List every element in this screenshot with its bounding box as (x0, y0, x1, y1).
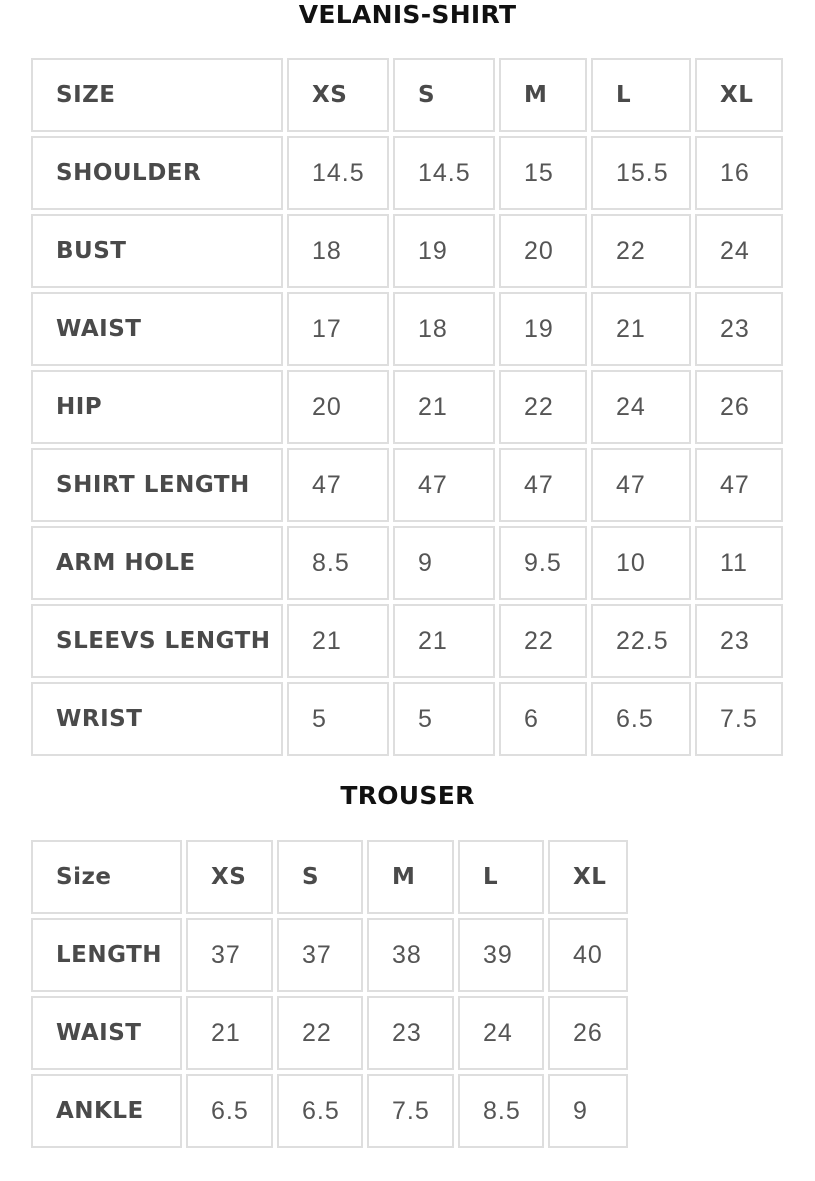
value-cell: 18 (287, 214, 389, 288)
value-cell: 15 (499, 136, 587, 210)
header-cell: M (499, 58, 587, 132)
value-cell: 24 (458, 996, 544, 1070)
value-cell: 5 (287, 682, 389, 756)
value-cell: 47 (591, 448, 691, 522)
value-cell: 23 (367, 996, 454, 1070)
value-cell: 26 (695, 370, 783, 444)
row-label-cell: SHOULDER (31, 136, 283, 210)
value-cell: 21 (287, 604, 389, 678)
value-cell: 14.5 (287, 136, 389, 210)
value-cell: 24 (591, 370, 691, 444)
value-cell: 6.5 (591, 682, 691, 756)
value-cell: 9 (548, 1074, 628, 1148)
value-cell: 22.5 (591, 604, 691, 678)
header-cell: XS (186, 840, 273, 914)
value-cell: 14.5 (393, 136, 495, 210)
value-cell: 26 (548, 996, 628, 1070)
value-cell: 6.5 (186, 1074, 273, 1148)
value-cell: 47 (287, 448, 389, 522)
value-cell: 39 (458, 918, 544, 992)
value-cell: 19 (499, 292, 587, 366)
value-cell: 47 (499, 448, 587, 522)
value-cell: 21 (393, 604, 495, 678)
header-cell: SIZE (31, 58, 283, 132)
value-cell: 21 (591, 292, 691, 366)
row-label-cell: WRIST (31, 682, 283, 756)
row-label-cell: SLEEVS LENGTH (31, 604, 283, 678)
value-cell: 22 (591, 214, 691, 288)
value-cell: 47 (695, 448, 783, 522)
header-cell: S (277, 840, 363, 914)
value-cell: 5 (393, 682, 495, 756)
row-label-cell: LENGTH (31, 918, 182, 992)
row-label-cell: HIP (31, 370, 283, 444)
header-cell: L (458, 840, 544, 914)
row-label-cell: ANKLE (31, 1074, 182, 1148)
value-cell: 9.5 (499, 526, 587, 600)
value-cell: 37 (277, 918, 363, 992)
row-label-cell: WAIST (31, 996, 182, 1070)
value-cell: 17 (287, 292, 389, 366)
value-cell: 18 (393, 292, 495, 366)
row-label-cell: ARM HOLE (31, 526, 283, 600)
value-cell: 6.5 (277, 1074, 363, 1148)
value-cell: 7.5 (367, 1074, 454, 1148)
trouser-size-table: Size XS S M L XL LENGTH 37 37 38 39 40 WAIST 21 22 23 24… (31, 840, 628, 1148)
value-cell: 38 (367, 918, 454, 992)
header-cell: XS (287, 58, 389, 132)
value-cell: 8.5 (458, 1074, 544, 1148)
shirt-size-table: SIZE XS S M L XL SHOULDER 14.5 14.5 15 15.5 16 BUST 1… (31, 58, 783, 756)
value-cell: 21 (393, 370, 495, 444)
value-cell: 24 (695, 214, 783, 288)
header-cell: L (591, 58, 691, 132)
value-cell: 7.5 (695, 682, 783, 756)
value-cell: 22 (277, 996, 363, 1070)
value-cell: 20 (499, 214, 587, 288)
row-label-cell: BUST (31, 214, 283, 288)
value-cell: 16 (695, 136, 783, 210)
value-cell: 37 (186, 918, 273, 992)
value-cell: 47 (393, 448, 495, 522)
shirt-table-title: VELANIS-SHIRT (298, 0, 517, 29)
value-cell: 11 (695, 526, 783, 600)
row-label-cell: WAIST (31, 292, 283, 366)
value-cell: 22 (499, 370, 587, 444)
value-cell: 15.5 (591, 136, 691, 210)
value-cell: 19 (393, 214, 495, 288)
header-cell: S (393, 58, 495, 132)
value-cell: 23 (695, 292, 783, 366)
header-cell: Size (31, 840, 182, 914)
value-cell: 10 (591, 526, 691, 600)
value-cell: 40 (548, 918, 628, 992)
header-cell: XL (695, 58, 783, 132)
value-cell: 20 (287, 370, 389, 444)
header-cell: M (367, 840, 454, 914)
value-cell: 9 (393, 526, 495, 600)
trouser-table-title: TROUSER (340, 781, 475, 810)
header-cell: XL (548, 840, 628, 914)
value-cell: 6 (499, 682, 587, 756)
row-label-cell: SHIRT LENGTH (31, 448, 283, 522)
value-cell: 8.5 (287, 526, 389, 600)
value-cell: 23 (695, 604, 783, 678)
value-cell: 21 (186, 996, 273, 1070)
value-cell: 22 (499, 604, 587, 678)
